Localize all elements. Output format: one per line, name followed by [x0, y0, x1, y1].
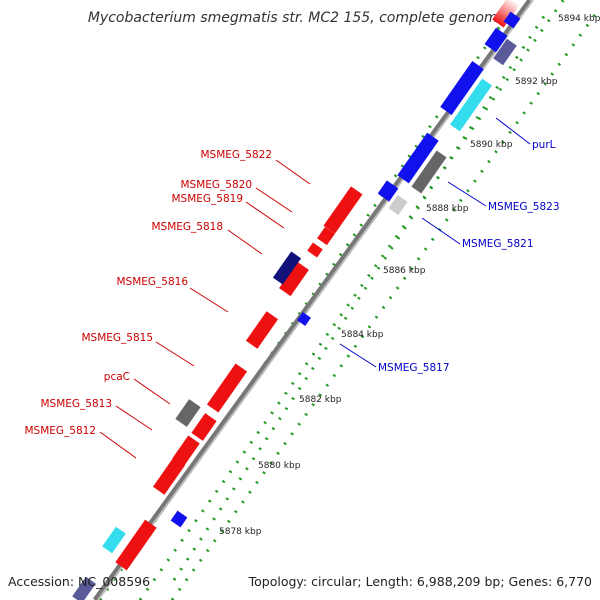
gene-msmeg-5820[interactable]: [317, 226, 335, 246]
gene-label[interactable]: MSMEG_5822: [200, 149, 272, 161]
reverse-genes: [170, 11, 521, 528]
tick-label: 5888 kbp: [426, 204, 469, 214]
gene-msmeg-5818[interactable]: [279, 261, 309, 297]
tick-labels: 5878 kbp 5880 kbp 5882 kbp 5884 kbp 5886…: [219, 14, 600, 537]
tick-label: 5894 kbp: [558, 14, 600, 24]
gene-label[interactable]: MSMEG_5820: [180, 179, 252, 191]
tick-line-left: [172, 9, 550, 581]
reverse-gene-labels: purL MSMEG_5823 MSMEG_5821 MSMEG_5817: [378, 139, 560, 374]
tick-label: 5884 kbp: [341, 330, 384, 340]
gene-msmeg-5812[interactable]: [152, 457, 186, 495]
tick-line-outer: [138, 0, 566, 600]
gene-reverse-2[interactable]: [377, 180, 399, 202]
gene-msmeg-5822[interactable]: [323, 186, 363, 234]
gene-msmeg-5819[interactable]: [307, 242, 323, 258]
tick-line-far-left: [98, 0, 521, 600]
gene-label[interactable]: purL: [532, 139, 556, 151]
gene-cyan-bottom[interactable]: [102, 526, 126, 554]
gene-slate-right[interactable]: [493, 38, 517, 66]
gene-label[interactable]: MSMEG_5817: [378, 362, 450, 374]
gene-gray-left[interactable]: [175, 399, 201, 427]
forward-genes: [115, 0, 520, 571]
map-title: Mycobacterium smegmatis str. MC2 155, co…: [88, 10, 506, 26]
tick-label: 5880 kbp: [258, 461, 301, 471]
gene-fading-top[interactable]: [492, 0, 520, 28]
gene-cyan-right[interactable]: [450, 78, 492, 132]
topology-text: Topology: circular; Length: 6,988,209 bp…: [248, 574, 592, 589]
gene-label[interactable]: MSMEG_5813: [40, 398, 112, 410]
tick-label: 5890 kbp: [470, 140, 513, 150]
gene-forward[interactable]: [115, 519, 157, 571]
tick-label: 5882 kbp: [299, 395, 342, 405]
gene-label[interactable]: MSMEG_5815: [81, 332, 153, 344]
gene-label[interactable]: MSMEG_5818: [151, 221, 223, 233]
tick-label: 5886 kbp: [383, 266, 426, 276]
gene-msmeg-5823[interactable]: [397, 132, 439, 184]
gene-gray-right[interactable]: [411, 150, 447, 194]
tick-line-inner: [170, 7, 600, 600]
gene-msmeg-5821[interactable]: [388, 195, 408, 215]
gene-reverse-top-2[interactable]: [503, 11, 521, 29]
gene-navy[interactable]: [272, 251, 302, 285]
gene-label[interactable]: MSMEG_5821: [462, 238, 534, 250]
gene-msmeg-5813[interactable]: [172, 435, 200, 467]
gene-purl-main[interactable]: [440, 61, 484, 115]
accession-text: Accession: NC_008596: [8, 574, 150, 589]
gene-label[interactable]: MSMEG_5816: [116, 276, 188, 288]
gene-label[interactable]: MSMEG_5823: [488, 201, 560, 213]
gene-msmeg-5815[interactable]: [206, 363, 248, 413]
tick-label: 5878 kbp: [219, 527, 262, 537]
gene-reverse-top[interactable]: [484, 27, 508, 53]
gene-label[interactable]: pcaC: [104, 371, 130, 383]
gene-slate-bottom[interactable]: [72, 576, 96, 600]
gene-msmeg-5817[interactable]: [297, 312, 311, 326]
gene-msmeg-5816[interactable]: [245, 311, 279, 349]
tick-label: 5892 kbp: [515, 77, 558, 87]
gene-label[interactable]: MSMEG_5812: [24, 425, 96, 437]
forward-gene-labels: MSMEG_5822 MSMEG_5820 MSMEG_5819 MSMEG_5…: [24, 149, 272, 437]
gene-label[interactable]: MSMEG_5819: [171, 193, 243, 205]
gene-reverse-1[interactable]: [170, 510, 188, 528]
forward-leader-lines: [99, 159, 311, 459]
gene-pcac[interactable]: [191, 413, 217, 441]
reverse-leader-lines: [339, 117, 531, 368]
